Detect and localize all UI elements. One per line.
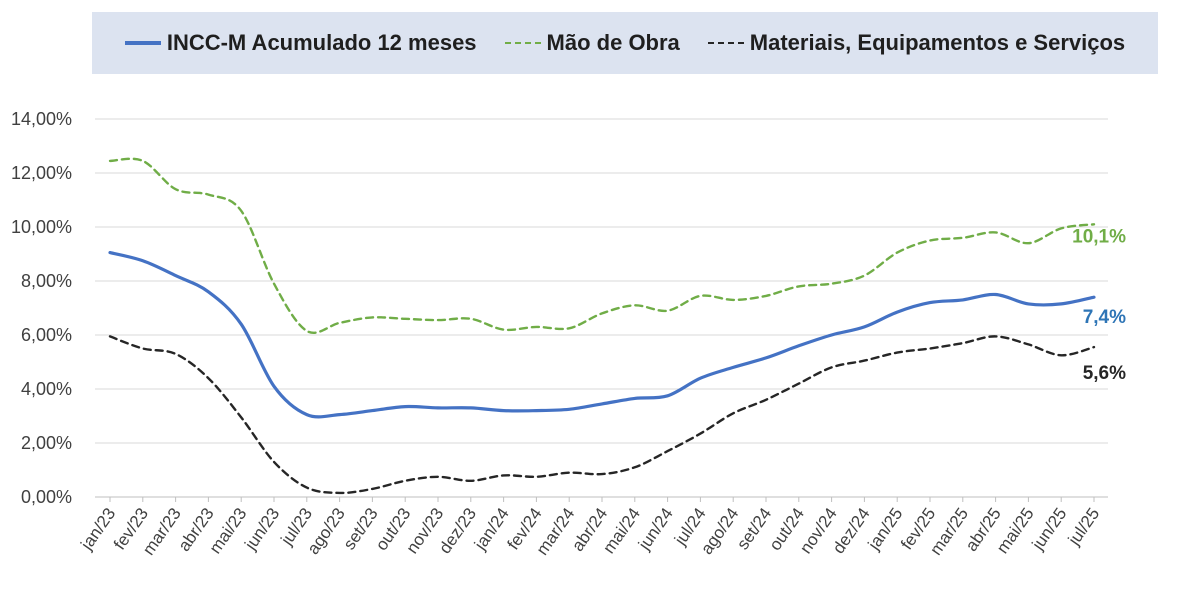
- legend-swatch-materiais: [707, 42, 744, 44]
- legend-item-materiais: Materiais, Equipamentos e Serviços: [707, 30, 1126, 56]
- x-tick-label: jan/23: [77, 504, 120, 554]
- y-tick-label: 4,00%: [21, 379, 72, 399]
- legend-swatch-mao-de-obra: [504, 42, 541, 44]
- series-lines: [108, 157, 1096, 495]
- y-tick-label: 12,00%: [11, 163, 72, 183]
- end-label-incc: 7,4%: [1083, 307, 1126, 328]
- chart-legend: INCC-M Acumulado 12 meses Mão de Obra Ma…: [92, 12, 1158, 74]
- end-label-mao-de-obra: 10,1%: [1072, 226, 1126, 247]
- legend-label-mao-de-obra: Mão de Obra: [546, 30, 680, 55]
- y-tick-label: 2,00%: [21, 433, 72, 453]
- x-tick-label: jun/25: [1028, 504, 1071, 554]
- x-tick-label: jun/23: [241, 504, 284, 554]
- y-tick-label: 6,00%: [21, 325, 72, 345]
- y-tick-label: 0,00%: [21, 487, 72, 507]
- legend-item-mao-de-obra: Mão de Obra: [504, 30, 680, 56]
- end-label-materiais: 5,6%: [1083, 363, 1126, 384]
- legend-label-materiais: Materiais, Equipamentos e Serviços: [749, 30, 1126, 55]
- x-tick-label: jan/24: [470, 504, 513, 554]
- gridlines: [95, 118, 1108, 498]
- x-axis: jan/23fev/23mar/23abr/23mai/23jun/23jul/…: [77, 497, 1103, 559]
- series-line-incc: [108, 251, 1096, 419]
- x-tick-label: jan/25: [864, 504, 907, 554]
- legend-label-incc: INCC-M Acumulado 12 meses: [166, 30, 477, 55]
- end-labels: 7,4% 10,1% 5,6%: [1072, 226, 1126, 384]
- series-line-mao-de-obra: [108, 157, 1096, 334]
- legend-item-incc: INCC-M Acumulado 12 meses: [124, 30, 477, 56]
- x-tick-label: jun/24: [634, 504, 677, 554]
- legend-swatch-incc: [124, 41, 161, 45]
- x-tick-label: jul/25: [1064, 504, 1103, 549]
- y-tick-label: 8,00%: [21, 271, 72, 291]
- y-axis: 0,00% 2,00% 4,00% 6,00% 8,00% 10,00% 12,00% 14,…: [11, 109, 72, 507]
- y-tick-label: 10,00%: [11, 217, 72, 237]
- series-line-materiais: [108, 335, 1096, 495]
- y-tick-label: 14,00%: [11, 109, 72, 129]
